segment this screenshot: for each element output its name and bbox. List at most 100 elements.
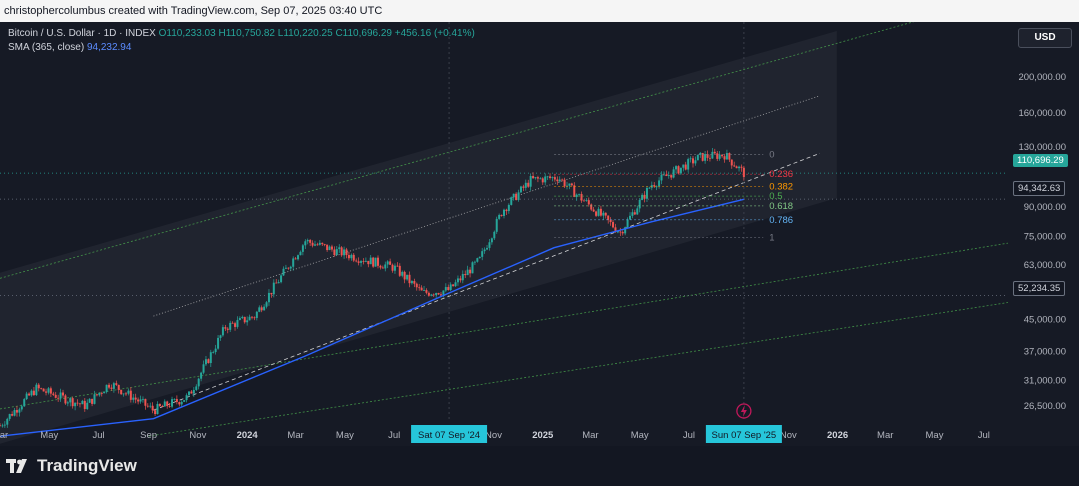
y-axis-tick: 90,000.00: [1024, 202, 1066, 213]
currency-button[interactable]: USD: [1018, 28, 1072, 48]
candle-body: [309, 239, 312, 243]
candle-body: [658, 180, 661, 187]
candle-body: [330, 246, 333, 250]
candle-body: [304, 241, 307, 246]
candle-body: [425, 290, 428, 293]
candle-body: [641, 194, 644, 200]
candle-body: [129, 390, 132, 400]
candle-body: [209, 352, 212, 364]
candle-body: [314, 244, 316, 246]
candle-body: [69, 398, 72, 403]
candle-body: [544, 176, 547, 183]
candle-body: [643, 194, 646, 199]
candle-body: [18, 409, 21, 413]
candle-body: [190, 391, 193, 394]
candle-body: [277, 282, 280, 284]
candle-body: [633, 212, 636, 215]
candle-body: [156, 403, 159, 415]
candle-body: [704, 154, 707, 161]
x-axis-tick: Jul: [92, 430, 104, 441]
candle-body: [432, 294, 435, 296]
candle-body: [83, 400, 86, 409]
candle-body: [326, 244, 329, 251]
candle-body: [728, 153, 731, 160]
candle-body: [597, 208, 600, 216]
candle-body: [59, 392, 62, 399]
cursor-date-label: Sat 07 Sep '24: [418, 430, 480, 441]
candle-body: [733, 165, 736, 167]
x-axis-tick: 2025: [532, 430, 554, 441]
candle-body: [718, 154, 721, 159]
candle-body: [575, 194, 578, 197]
candle-body: [694, 160, 697, 164]
candle-body: [391, 264, 394, 271]
candle-body: [6, 418, 9, 425]
candle-body: [500, 214, 503, 216]
candle-body: [638, 199, 641, 209]
candle-body: [323, 244, 326, 245]
candle-body: [689, 158, 692, 160]
y-axis-tick: 75,000.00: [1024, 231, 1066, 242]
candle-body: [91, 398, 94, 404]
candle-body: [241, 316, 244, 319]
candle-body: [362, 261, 365, 262]
sma-legend[interactable]: SMA (365, close) 94,232.94: [8, 42, 131, 53]
candle-body: [125, 393, 127, 395]
tradingview-logo[interactable]: TradingView: [6, 456, 137, 476]
candle-body: [510, 197, 513, 205]
candle-body: [137, 399, 140, 402]
candle-body: [384, 264, 387, 269]
candle-body: [708, 157, 711, 159]
candle-body: [701, 152, 704, 161]
fib-level-label: 1: [769, 233, 774, 244]
candle-body: [626, 219, 629, 228]
candle-body: [280, 275, 283, 283]
candle-body: [217, 337, 220, 349]
candle-body: [406, 274, 409, 280]
candle-body: [529, 176, 532, 187]
candle-body: [621, 232, 624, 234]
candle-body: [667, 175, 670, 177]
legend-open: O110,233.03: [158, 28, 216, 39]
candle-body: [207, 359, 210, 364]
candle-body: [503, 209, 505, 216]
symbol-title[interactable]: Bitcoin / U.S. Dollar · 1D · INDEX: [8, 28, 156, 39]
candle-body: [551, 177, 554, 178]
candle-body: [214, 348, 217, 353]
candle-body: [507, 204, 510, 212]
brand-name: TradingView: [37, 456, 137, 475]
candle-body: [49, 388, 52, 394]
candle-body: [54, 394, 57, 398]
candle-body: [255, 311, 258, 318]
y-axis-tick: 37,000.00: [1024, 347, 1066, 358]
x-axis-tick: Mar: [287, 430, 303, 441]
fib-level-label: 0: [769, 150, 774, 161]
chart-area[interactable]: 0 0.236 0.382 0.5 0.618 0.786 1 200,000.00 160,…: [0, 22, 1079, 446]
candle-body: [532, 176, 535, 179]
candle-body: [420, 287, 423, 291]
candle-body: [675, 166, 678, 170]
x-axis-tick: May: [40, 430, 58, 441]
candle-body: [120, 389, 123, 395]
candle-body: [74, 402, 77, 407]
sma-value: 94,232.94: [86, 42, 132, 53]
cursor-date-badge: [705, 425, 782, 443]
candle-body: [355, 260, 358, 262]
level-price-label: 52,234.35: [1013, 281, 1066, 296]
candle-body: [447, 287, 450, 291]
candle-body: [1, 425, 4, 427]
candle-body: [333, 249, 336, 256]
candle-body: [677, 166, 680, 174]
channel-upper-line: [0, 22, 915, 279]
candle-body: [35, 384, 38, 396]
candle-body: [275, 282, 278, 284]
candle-body: [253, 317, 256, 319]
candle-body: [379, 265, 382, 268]
candle-body: [146, 405, 149, 407]
attribution-bar: christophercolumbus created with Trading…: [0, 0, 1079, 22]
candle-body: [15, 410, 18, 413]
candle-body: [490, 238, 493, 243]
candle-body: [37, 384, 40, 389]
candle-body: [88, 398, 91, 403]
